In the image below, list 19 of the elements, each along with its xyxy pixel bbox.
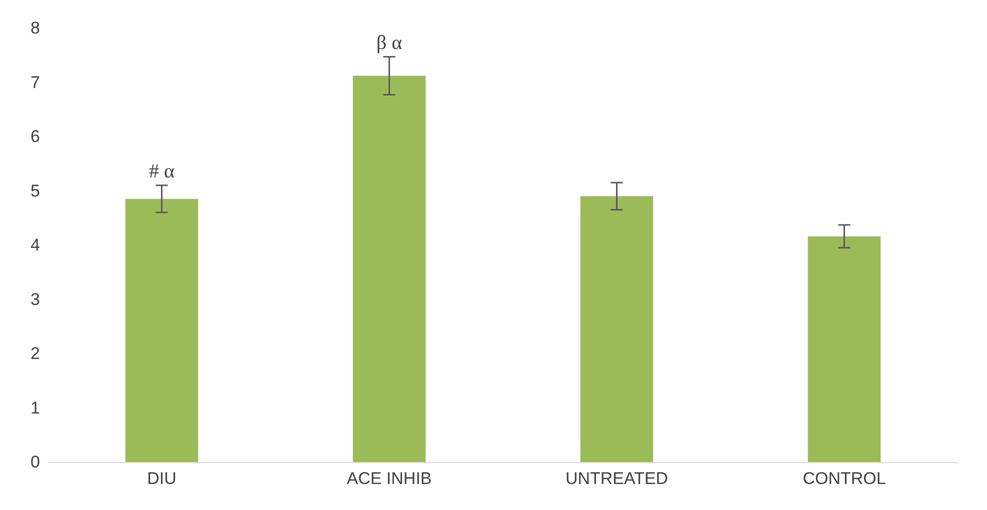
y-tick-label: 3 bbox=[30, 290, 40, 309]
y-tick-label: 2 bbox=[30, 344, 40, 363]
x-tick-label: ACE INHIB bbox=[346, 469, 432, 488]
y-tick-label: 8 bbox=[30, 18, 40, 38]
bar bbox=[808, 236, 881, 462]
y-tick-label: 4 bbox=[30, 236, 40, 254]
bar bbox=[352, 76, 426, 462]
bar bbox=[125, 198, 198, 462]
x-tick-label: UNTREATED bbox=[565, 469, 668, 488]
x-tick-label: CONTROL bbox=[802, 469, 886, 488]
annotation: β α bbox=[376, 32, 403, 54]
y-tick-label: 1 bbox=[30, 398, 40, 418]
y-tick-label: 0 bbox=[30, 452, 40, 472]
bar bbox=[580, 196, 654, 462]
y-tick-label: 7 bbox=[30, 72, 40, 92]
y-tick-label: 6 bbox=[30, 127, 40, 146]
x-tick-label: DIU bbox=[147, 469, 176, 488]
annotation: # α bbox=[149, 160, 176, 182]
y-tick-label: 5 bbox=[30, 181, 40, 200]
